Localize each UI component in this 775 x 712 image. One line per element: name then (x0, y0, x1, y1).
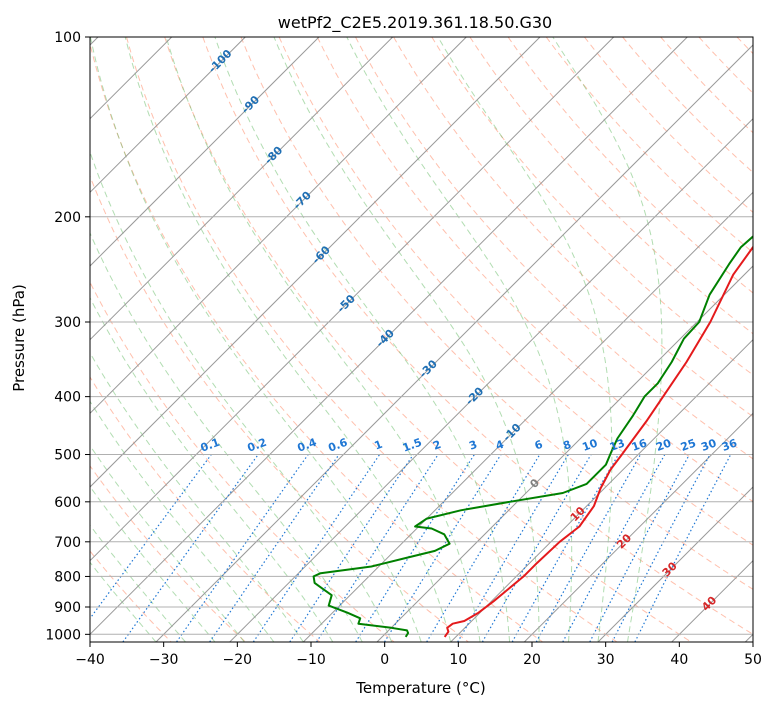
isotherm-line (0, 37, 393, 642)
dry-adiabat-line (737, 37, 775, 642)
dry-adiabat-line (127, 37, 617, 642)
y-tick-label: 400 (54, 390, 81, 406)
mixing-ratio-line (356, 455, 475, 643)
y-tick-label: 200 (54, 210, 81, 226)
moist-adiabat-line (0, 37, 244, 642)
dry-adiabat-line (203, 37, 766, 642)
dry-adiabat-line (88, 37, 542, 642)
mixing-ratio-line (612, 455, 710, 643)
isotherm-line (156, 37, 761, 642)
mixing-ratio-label: 0.1 (199, 436, 222, 455)
x-tick-label: −10 (296, 652, 326, 668)
y-axis-ticks: 100 200 300 400 500 600 700 800 900 1000 (45, 30, 90, 643)
isotherm-line (451, 37, 775, 642)
mixing-ratio-label: 10 (580, 436, 599, 454)
x-tick-label: 0 (380, 652, 389, 668)
y-axis-label: Pressure (hPa) (10, 284, 28, 392)
x-tick-label: 20 (523, 652, 541, 668)
mixing-ratio-label: 3 (467, 438, 479, 453)
isotherm-line (524, 37, 775, 642)
y-tick-label: 600 (54, 495, 81, 511)
isotherm-line (745, 37, 775, 642)
isotherm-label: -20 (463, 384, 486, 407)
mixing-ratio-label: 1 (373, 438, 385, 453)
y-tick-label: 1000 (45, 627, 81, 643)
dry-adiabat-line (356, 37, 775, 642)
y-tick-label: 100 (54, 30, 81, 46)
moist-adiabat-line (34, 37, 363, 642)
dry-adiabat-line (0, 37, 246, 642)
isotherm-line (672, 37, 775, 642)
dry-adiabat-line (165, 37, 692, 642)
dry-adiabat-line (394, 37, 775, 642)
y-tick-label: 500 (54, 448, 81, 464)
mixing-ratio-line (253, 455, 379, 643)
y-tick-label: 300 (54, 315, 81, 331)
mixing-ratio-line (427, 455, 540, 643)
moist-adiabat-line (0, 37, 303, 642)
x-tick-label: 30 (597, 652, 615, 668)
x-tick-label: 40 (670, 652, 688, 668)
mixing-ratio-line (123, 455, 258, 643)
x-axis-ticks: −40 −30 −20 −10 0 10 20 30 40 50 (75, 642, 762, 668)
moist-adiabat-line (0, 37, 274, 642)
mixing-ratio-label: 6 (533, 438, 545, 453)
x-tick-label: 10 (449, 652, 467, 668)
dry-adiabat-line (546, 37, 775, 642)
mixing-ratio-line (563, 455, 665, 643)
mixing-ratio-line (590, 455, 690, 643)
x-tick-label: 50 (744, 652, 762, 668)
moist-adiabat-line (438, 37, 612, 642)
mixing-ratio-label: 2 (431, 438, 443, 453)
mixing-ratio-label: 36 (720, 436, 739, 454)
x-axis-label: Temperature (°C) (355, 679, 485, 697)
moist-adiabat-line (215, 37, 510, 642)
isotherm-line (598, 37, 775, 642)
dry-adiabat-line (12, 37, 394, 642)
isotherm-line (377, 37, 775, 642)
isotherm-line (0, 37, 245, 642)
mixing-ratio-label: 8 (561, 438, 573, 453)
mixing-ratio-line (73, 455, 212, 643)
mixing-ratio-label: 25 (679, 436, 698, 453)
isotherm-line (0, 37, 319, 642)
x-tick-label: −20 (223, 652, 253, 668)
chart-title: wetPf2_C2E5.2019.361.18.50.G30 (278, 13, 552, 33)
temperature-line (445, 37, 775, 637)
moist-adiabat-line (60, 37, 392, 642)
mixing-ratio-label: 0.4 (296, 436, 319, 455)
mixing-ratio-line (210, 455, 339, 643)
dry-adiabat-line (699, 37, 775, 642)
x-tick-label: −30 (149, 652, 179, 668)
moist-adiabat-line (0, 37, 215, 642)
moist-adiabat-line (125, 37, 451, 642)
isotherm-line (9, 37, 614, 642)
dry-adiabat-line (432, 37, 775, 642)
y-tick-label: 800 (54, 569, 81, 585)
y-tick-label: 900 (54, 600, 81, 616)
x-tick-label: −40 (75, 652, 105, 668)
dry-adiabat-line (661, 37, 775, 642)
y-tick-label: 700 (54, 535, 81, 551)
